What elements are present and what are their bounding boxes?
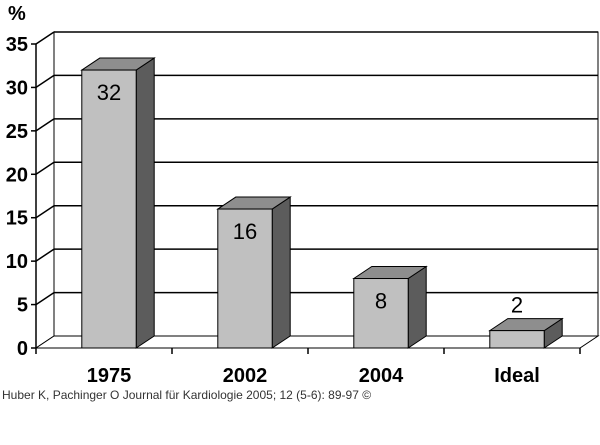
data-label-2004: 8 [375, 289, 387, 314]
x-tick-label-2004: 2004 [359, 365, 404, 387]
gridline-side-5 [35, 291, 55, 306]
data-label-1975: 32 [97, 80, 121, 105]
x-tick-label-1975: 1975 [87, 365, 132, 387]
bar-1975 [81, 69, 137, 349]
y-tick-label-25: 25 [6, 121, 28, 143]
y-tick-label-0: 0 [17, 338, 28, 360]
y-tick-label-10: 10 [6, 251, 28, 273]
data-label-Ideal: 2 [511, 293, 523, 318]
bar-side-2004 [407, 265, 427, 349]
data-label-2002: 16 [233, 219, 257, 244]
y-tick-label-30: 30 [6, 77, 28, 99]
y-tick-label-35: 35 [6, 34, 28, 56]
y-tick-label-5: 5 [17, 295, 28, 317]
bar-2004 [353, 278, 409, 349]
gridline-side-30 [35, 74, 55, 89]
x-tick-label-2002: 2002 [223, 365, 268, 387]
bar-side-2002 [271, 196, 291, 349]
gridline-side-35 [35, 31, 55, 45]
y-tick-label-20: 20 [6, 164, 28, 186]
side-wall [35, 31, 55, 349]
gridline-side-15 [35, 205, 55, 219]
bar-Ideal [489, 330, 545, 349]
gridline-side-20 [35, 161, 55, 175]
gridline-side-25 [35, 118, 55, 132]
bar-2002 [217, 208, 273, 349]
y-axis-label: % [8, 3, 26, 25]
bar-side-1975 [135, 57, 155, 349]
gridline-side-10 [35, 248, 55, 262]
source-credit: Huber K, Pachinger O Journal für Kardiol… [2, 388, 372, 402]
y-tick-label-15: 15 [6, 208, 28, 230]
x-tick-label-Ideal: Ideal [494, 365, 540, 387]
